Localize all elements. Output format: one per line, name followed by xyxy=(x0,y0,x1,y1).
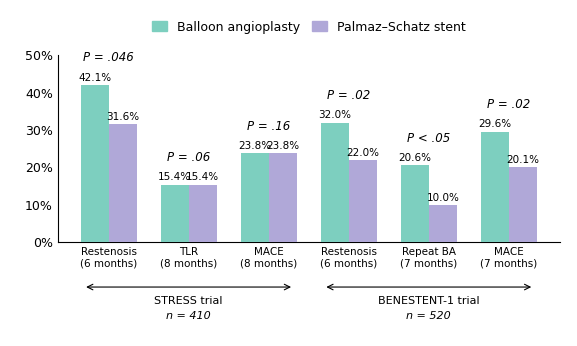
Bar xyxy=(241,153,269,242)
Bar xyxy=(269,153,297,242)
Text: 23.8%: 23.8% xyxy=(238,141,271,151)
Text: 22.0%: 22.0% xyxy=(346,148,379,158)
Bar xyxy=(401,165,429,242)
Text: P = .02: P = .02 xyxy=(487,98,530,111)
Text: BENESTENT-1 trial: BENESTENT-1 trial xyxy=(378,297,479,307)
Bar xyxy=(321,122,349,242)
Legend: Balloon angioplasty, Palmaz–Schatz stent: Balloon angioplasty, Palmaz–Schatz stent xyxy=(152,20,466,34)
Text: STRESS trial: STRESS trial xyxy=(155,297,223,307)
Bar xyxy=(189,185,216,242)
Text: P = .046: P = .046 xyxy=(83,51,134,64)
Text: 42.1%: 42.1% xyxy=(78,73,111,83)
Text: 32.0%: 32.0% xyxy=(318,110,351,120)
Bar xyxy=(160,185,189,242)
Text: 15.4%: 15.4% xyxy=(186,172,219,182)
Text: P = .16: P = .16 xyxy=(247,120,290,133)
Text: n = 410: n = 410 xyxy=(166,311,211,321)
Text: 20.1%: 20.1% xyxy=(507,155,539,165)
Bar xyxy=(481,131,509,242)
Text: 10.0%: 10.0% xyxy=(426,193,459,203)
Text: n = 520: n = 520 xyxy=(406,311,451,321)
Bar xyxy=(429,205,457,242)
Bar xyxy=(349,160,377,242)
Bar xyxy=(108,124,137,242)
Text: 15.4%: 15.4% xyxy=(158,172,191,182)
Text: P < .05: P < .05 xyxy=(407,132,451,145)
Text: 20.6%: 20.6% xyxy=(398,153,431,163)
Bar xyxy=(81,85,108,242)
Text: P = .06: P = .06 xyxy=(167,151,210,164)
Text: 23.8%: 23.8% xyxy=(266,141,299,151)
Text: P = .02: P = .02 xyxy=(327,89,370,102)
Text: 31.6%: 31.6% xyxy=(106,112,139,122)
Text: 29.6%: 29.6% xyxy=(478,119,511,129)
Bar xyxy=(509,167,537,242)
